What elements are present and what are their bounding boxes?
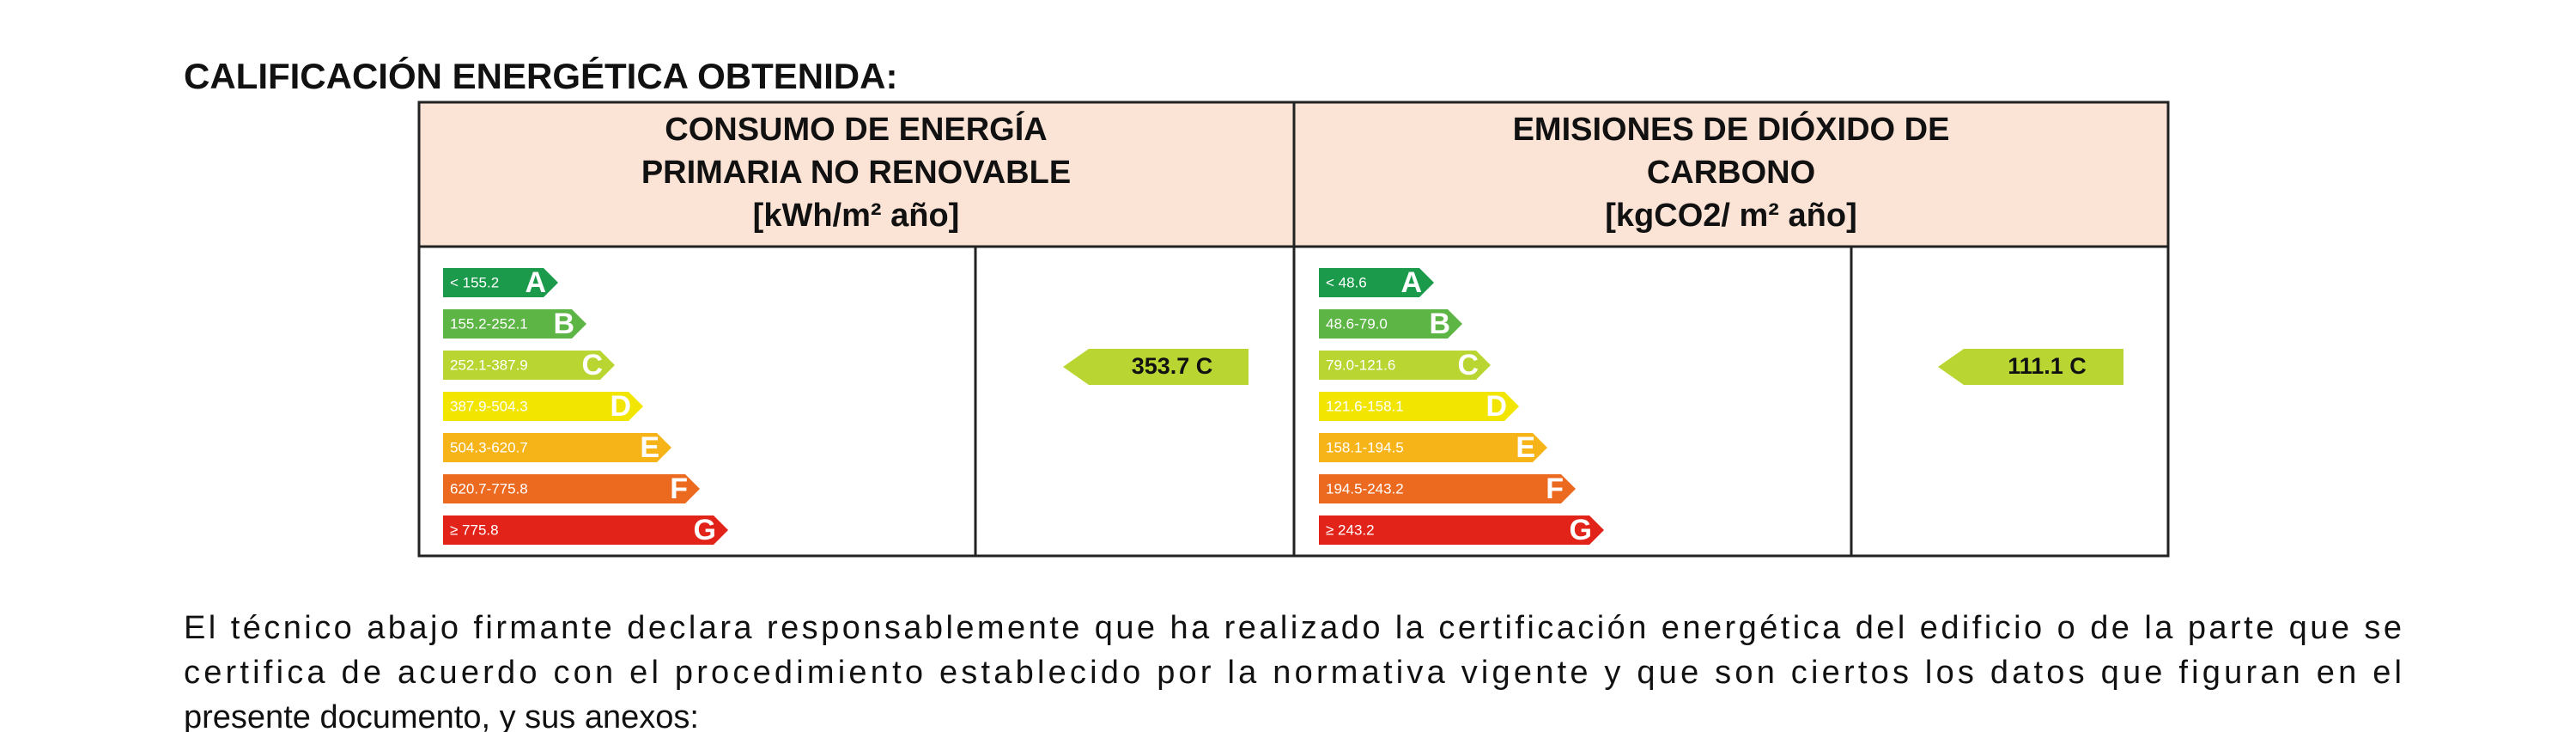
rating-letter: B [553,308,574,340]
rating-letter: G [1570,514,1592,546]
result-value: 111.1 C [2008,353,2087,379]
result-indicator [1063,349,1249,385]
result-value: 353.7 C [1132,353,1213,379]
panel-header: PRIMARIA NO RENOVABLE [641,155,1071,191]
rating-range: ≥ 775.8 [450,522,499,538]
rating-bar [443,474,700,503]
rating-letter: D [1485,390,1507,423]
rating-range: ≥ 243.2 [1326,522,1375,538]
panel-header: CONSUMO DE ENERGÍA [665,110,1047,148]
rating-bar [443,351,615,380]
section-title: CALIFICACIÓN ENERGÉTICA OBTENIDA: [184,55,897,96]
rating-bar [1319,515,1604,545]
rating-range: 620.7-775.8 [450,480,528,497]
rating-bar [1319,351,1491,380]
rating-bar [1319,433,1547,462]
rating-letter: A [1400,266,1422,299]
rating-table: CONSUMO DE ENERGÍA PRIMARIA NO RENOVABLE [… [417,101,2170,558]
panel-header: [kgCO2/ m² año] [1605,198,1856,234]
rating-bar [443,515,728,545]
rating-bar [443,392,643,421]
rating-range: < 48.6 [1326,274,1367,290]
rating-letter: G [694,514,716,546]
rating-range: 387.9-504.3 [450,398,528,414]
rating-bar [443,268,558,297]
rating-range: < 155.2 [450,274,499,290]
rating-range: 194.5-243.2 [1326,480,1404,497]
rating-letter: F [1546,473,1564,505]
rating-range: 158.1-194.5 [1326,439,1404,455]
rating-range: 155.2-252.1 [450,315,528,332]
panel-header: EMISIONES DE DIÓXIDO DE [1513,110,1950,148]
rating-range: 504.3-620.7 [450,439,528,455]
panel-header: [kWh/m² año] [753,198,960,234]
rating-letter: E [1516,431,1535,464]
rating-bar [1319,474,1576,503]
rating-range: 252.1-387.9 [450,357,528,373]
rating-bar [1319,268,1434,297]
rating-letter: C [1457,349,1479,381]
paragraph-line: presente documento, y sus anexos: [184,699,699,732]
rating-range: 79.0-121.6 [1326,357,1395,373]
paragraph-line: certifica de acuerdo con el procedimient… [184,655,2402,691]
paragraph-line: El técnico abajo firmante declara respon… [184,610,2402,646]
rating-bar [1319,309,1462,339]
rating-letter: A [525,266,546,299]
rating-bar [443,433,671,462]
rating-letter: D [610,390,631,423]
rating-letter: B [1429,308,1450,340]
rating-bar [1319,392,1519,421]
result-indicator [1938,349,2123,385]
rating-letter: C [581,349,603,381]
rating-bar [443,309,586,339]
paragraph: El técnico abajo firmante declara respon… [184,610,2402,732]
rating-range: 121.6-158.1 [1326,398,1404,414]
rating-letter: E [640,431,659,464]
panel-header: CARBONO [1647,155,1815,191]
rating-range: 48.6-79.0 [1326,315,1388,332]
rating-letter: F [670,473,688,505]
